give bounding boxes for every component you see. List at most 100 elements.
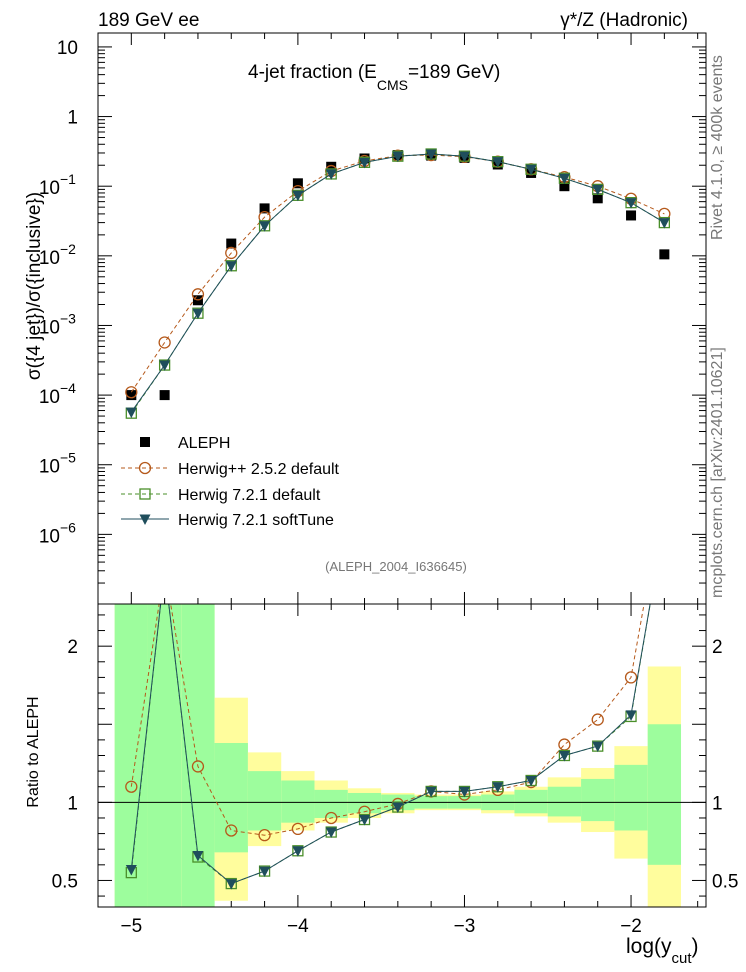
- ratio-series-0-point-16: [659, 484, 670, 495]
- ratio-series-2-point-15: [625, 710, 637, 721]
- ratio-series-2-point-4: [259, 866, 271, 878]
- ratio-panel: −5 −4 −3 −2 2 2 1 1 0.5 0.5: [52, 484, 738, 937]
- ratio-series-2-point-11: [492, 782, 504, 793]
- x-axis-label-main: log(y: [626, 935, 672, 958]
- band-inner-14: [581, 778, 615, 822]
- series-0-point-13: [559, 181, 570, 192]
- series-0-point-0: [126, 390, 137, 401]
- ratio-series-2-point-1: [159, 564, 170, 575]
- series-3-point-6: [325, 169, 337, 180]
- series-3-point-10: [458, 151, 470, 163]
- y-tick-exponent-4: −3: [60, 310, 76, 326]
- series-3-point-1: [159, 360, 171, 372]
- series-1-point-3: [225, 246, 238, 260]
- plot-title-main: 4-jet fraction (E: [248, 62, 377, 83]
- ratio-series-2-point-9: [425, 786, 437, 798]
- y-tick-exponent-2: −1: [60, 171, 76, 187]
- mcplots-label: mcplots.cern.ch [arXiv:2401.10621]: [709, 347, 726, 598]
- legend-marker-0: [140, 437, 150, 447]
- series-3-point-15: [625, 198, 637, 209]
- x-tick-label-0: −5: [120, 916, 142, 937]
- plot-title: 4-jet fraction (ECMS=189 GeV): [248, 62, 500, 93]
- ratio-series-0-point-5: [291, 822, 305, 836]
- legend-label-3: Herwig 7.2.1 softTune: [178, 512, 334, 529]
- series-3-point-13: [558, 173, 570, 185]
- ratio-series-2-point-12: [525, 775, 537, 787]
- x-axis-label: log(ycut): [626, 935, 699, 967]
- series-3-point-0: [125, 407, 137, 419]
- y-tick-label-7: 10: [39, 526, 60, 547]
- series-3-point-3: [225, 261, 237, 272]
- ratio-series-2-point-2: [192, 850, 204, 862]
- series-3-point-4: [259, 221, 271, 232]
- series-3-point-7: [359, 157, 371, 169]
- y-tick-exponent-3: −2: [60, 241, 76, 257]
- ratio-series-2-point-0: [125, 865, 137, 876]
- series-0-point-4: [259, 203, 270, 214]
- series-1-point-0: [125, 386, 138, 399]
- header-left: 189 GeV ee: [98, 10, 199, 31]
- ratio-tick-label-left-1: 1: [67, 793, 78, 814]
- legend: ALEPH Herwig++ 2.5.2 default Herwig 7.2.1 …: [121, 435, 340, 529]
- ratio-tick-label-left-2: 0.5: [52, 871, 78, 892]
- legend-label-2: Herwig 7.2.1 default: [178, 487, 321, 504]
- ratio-series-2-point-14: [592, 741, 604, 753]
- ratio-series-1-point-1: [160, 563, 170, 573]
- series-0-point-1: [159, 390, 170, 401]
- y-tick-label-5: 10: [39, 387, 60, 408]
- ratio-tick-label-right-2: 0.5: [712, 871, 738, 892]
- y-tick-label-3: 10: [39, 248, 60, 269]
- series-1-point-1: [158, 336, 171, 349]
- ratio-series-2-point-10: [458, 786, 470, 798]
- series-0-point-16: [659, 249, 670, 260]
- band-inner-7: [347, 792, 382, 814]
- series-3-point-2: [192, 308, 204, 320]
- series-2-line: [130, 153, 665, 414]
- series-0-point-15: [626, 210, 637, 221]
- ratio-series-0-point-13: [558, 738, 571, 751]
- legend-label-1: Herwig++ 2.5.2 default: [178, 461, 340, 478]
- ratio-series-0-point-14: [591, 713, 604, 726]
- series-3-point-8: [392, 151, 404, 163]
- band-inner-0: [114, 604, 148, 907]
- legend-marker-3: [139, 514, 151, 525]
- ratio-series-2-point-3: [225, 879, 237, 890]
- ratio-series-0-point-3: [225, 824, 238, 837]
- band-inner-13: [547, 786, 582, 817]
- series-3-point-16: [658, 218, 670, 229]
- main-ylabel: σ({4 jet})/σ({inclusive}): [24, 192, 45, 380]
- header-right: γ*/Z (Hadronic): [560, 10, 688, 31]
- ratio-tick-label-left-0: 2: [67, 637, 78, 658]
- band-inner-1: [147, 604, 182, 907]
- ratio-tick-label-right-1: 1: [712, 793, 723, 814]
- legend-marker-2: [139, 488, 151, 500]
- y-tick-exponent-5: −4: [60, 380, 76, 396]
- ratio-ylabel: Ratio to ALEPH: [25, 696, 42, 807]
- analysis-label: (ALEPH_2004_I636645): [325, 559, 467, 574]
- ratio-series-0-point-1: [159, 563, 170, 574]
- main-series-group: [125, 148, 671, 419]
- ratio-series-0-point-15: [624, 671, 638, 684]
- plot-title-end: =189 GeV): [408, 62, 500, 83]
- band-inner-12: [514, 789, 548, 814]
- legend-label-0: ALEPH: [178, 435, 230, 452]
- series-3-point-11: [492, 157, 504, 168]
- x-tick-label-2: −3: [454, 916, 476, 937]
- ratio-series-1-point-16: [659, 516, 669, 526]
- series-3-point-14: [592, 184, 604, 196]
- series-0-point-6: [326, 161, 337, 172]
- legend-marker-1: [138, 461, 152, 475]
- series-3-point-5: [292, 190, 304, 202]
- rivet-version-label: Rivet 4.1.0, ≥ 400k events: [709, 55, 726, 240]
- ratio-series-0-point-6: [325, 811, 338, 825]
- band-inner-15: [614, 764, 648, 831]
- x-axis-label-sub: cut: [672, 950, 693, 967]
- band-inner-16: [647, 724, 682, 865]
- ratio-series-2-point-5: [292, 846, 304, 857]
- ratio-series-0-point-0: [125, 780, 138, 793]
- band-inner-3: [214, 743, 248, 853]
- y-tick-label-0: 10: [57, 38, 78, 59]
- series-3-line: [130, 153, 665, 413]
- series-3-point-12: [525, 164, 537, 176]
